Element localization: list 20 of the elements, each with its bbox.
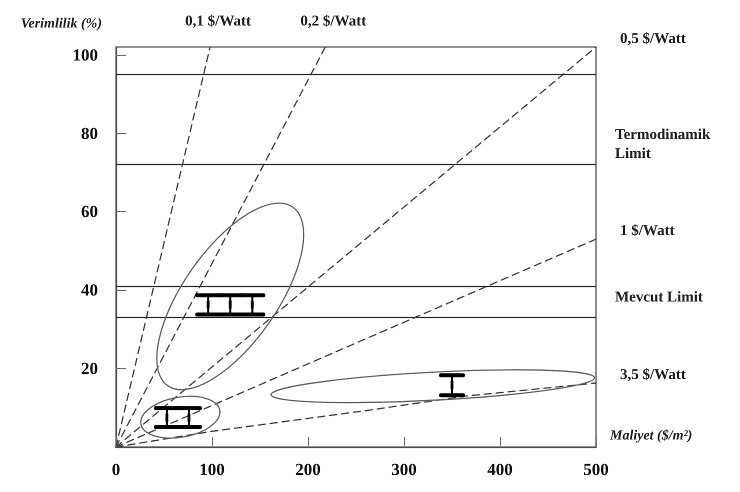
x-tick-label: 0 [112, 460, 120, 479]
series-label: 0,2 $/Watt [300, 14, 366, 30]
series-label: 1 $/Watt [620, 223, 675, 240]
x-tick-label: 100 [199, 460, 225, 479]
x-tick-label: 400 [487, 460, 513, 479]
y-tick-label: 80 [81, 124, 98, 143]
y-tick-label: 20 [81, 359, 98, 378]
series-label: 0,5 $/Watt [620, 31, 686, 47]
series-label: 0,1 $/Watt [185, 14, 251, 30]
y-tick-label: 60 [81, 202, 98, 222]
y-tick-label: 100 [72, 45, 98, 64]
y-tick-label: 40 [81, 280, 98, 300]
x-tick-label: 500 [583, 460, 609, 479]
series-label: 3,5 $/Watt [620, 367, 686, 384]
y-axis-title: Verimlilik (%) [20, 16, 102, 32]
x-tick-label: 300 [391, 460, 417, 479]
ref-line-label: Mevcut Limit [615, 290, 703, 306]
x-tick-label: 200 [295, 460, 321, 479]
ref-line-label: Termodinamik Limit [615, 127, 714, 162]
x-axis-title: Maliyet ($/m²) [609, 428, 692, 444]
